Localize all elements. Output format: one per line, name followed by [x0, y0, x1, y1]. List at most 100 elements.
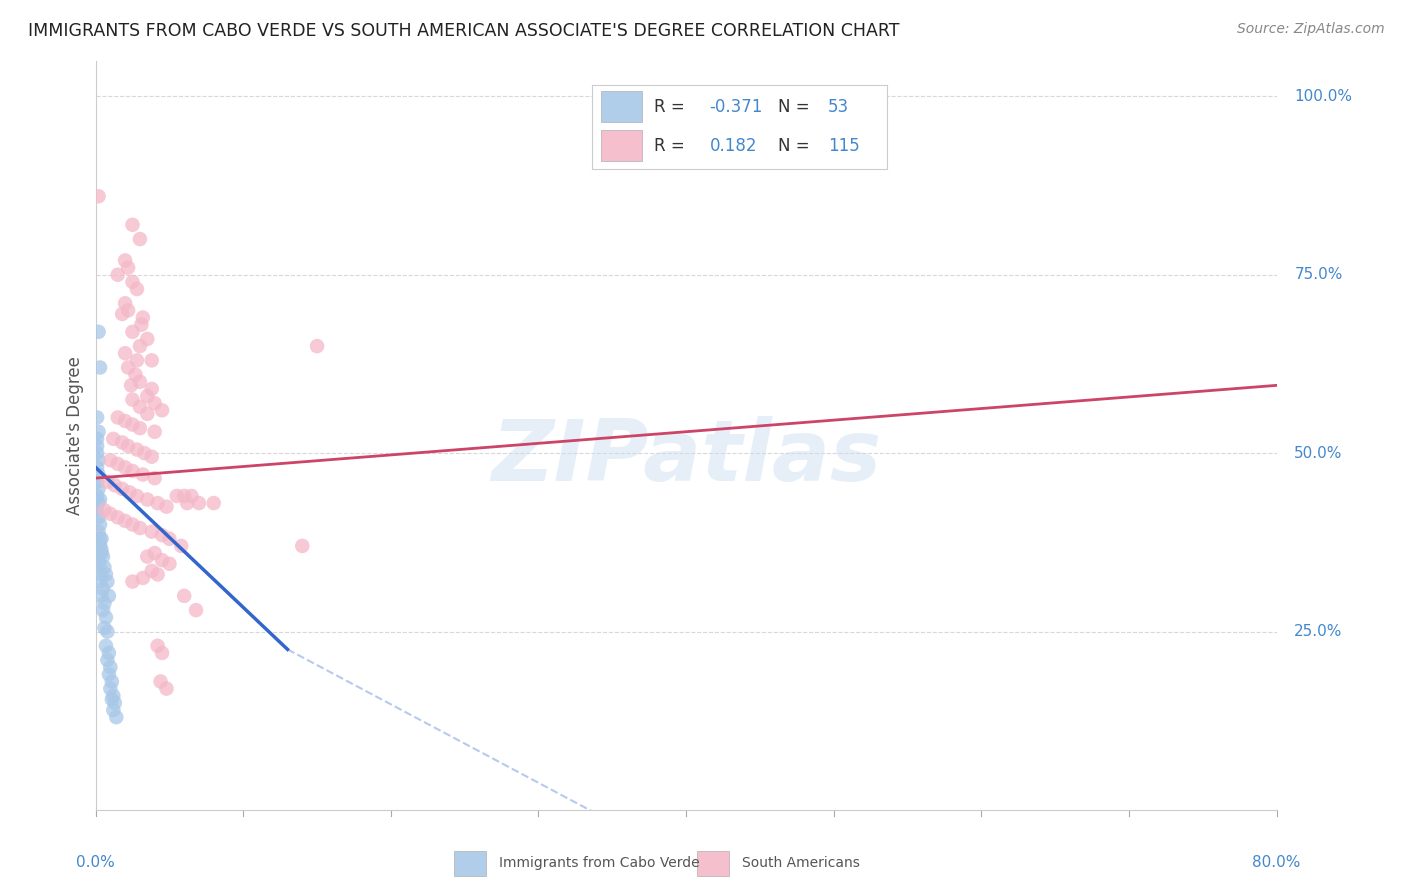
Point — [86, 446, 108, 460]
Point — [176, 496, 198, 510]
Point — [87, 482, 110, 496]
Point — [125, 442, 148, 457]
Point — [155, 500, 177, 514]
Point — [291, 539, 314, 553]
Point — [86, 489, 108, 503]
Text: 80.0%: 80.0% — [1253, 855, 1301, 870]
Point — [141, 450, 163, 464]
Point — [104, 478, 127, 492]
Point — [150, 646, 173, 660]
Point — [132, 571, 155, 585]
Point — [91, 603, 114, 617]
Point — [86, 432, 108, 446]
Point — [103, 689, 125, 703]
Point — [129, 375, 152, 389]
Text: 53: 53 — [828, 97, 849, 116]
Text: ZIPatlas: ZIPatlas — [491, 417, 882, 500]
Point — [129, 421, 152, 435]
Bar — [600, 130, 641, 161]
Bar — [697, 851, 728, 876]
Point — [141, 524, 163, 539]
Point — [93, 560, 115, 574]
Point — [136, 332, 159, 346]
Point — [124, 368, 146, 382]
Point — [87, 325, 110, 339]
Point — [96, 624, 118, 639]
Point — [129, 339, 152, 353]
Point — [87, 467, 110, 482]
Point — [121, 325, 143, 339]
Point — [129, 400, 152, 414]
Point — [117, 439, 139, 453]
Point — [121, 275, 143, 289]
Point — [125, 353, 148, 368]
Point — [143, 425, 166, 439]
Point — [136, 389, 159, 403]
Point — [114, 253, 136, 268]
Point — [86, 475, 108, 489]
Text: 25.0%: 25.0% — [1295, 624, 1343, 639]
Point — [141, 382, 163, 396]
Point — [121, 417, 143, 432]
Point — [170, 539, 193, 553]
Point — [111, 482, 134, 496]
Point — [98, 660, 122, 674]
Point — [89, 560, 111, 574]
Point — [87, 189, 110, 203]
Text: R =: R = — [654, 136, 685, 154]
Text: Immigrants from Cabo Verde: Immigrants from Cabo Verde — [499, 856, 700, 871]
Point — [86, 460, 108, 475]
Point — [87, 496, 110, 510]
Point — [149, 674, 172, 689]
Point — [94, 567, 117, 582]
Text: -0.371: -0.371 — [710, 97, 763, 116]
Point — [93, 596, 115, 610]
Point — [150, 403, 173, 417]
Point — [89, 574, 111, 589]
Point — [114, 414, 136, 428]
Point — [89, 517, 111, 532]
Point — [101, 692, 124, 706]
Point — [90, 567, 112, 582]
Point — [114, 296, 136, 310]
Point — [111, 435, 134, 450]
Point — [159, 532, 180, 546]
Point — [86, 410, 108, 425]
Point — [90, 542, 112, 557]
Point — [184, 603, 207, 617]
Point — [97, 667, 120, 681]
Text: 50.0%: 50.0% — [1295, 446, 1343, 460]
Point — [141, 353, 163, 368]
Point — [173, 489, 195, 503]
Point — [97, 646, 120, 660]
Point — [87, 553, 110, 567]
Point — [98, 453, 122, 467]
Point — [93, 503, 115, 517]
Point — [143, 396, 166, 410]
Text: 115: 115 — [828, 136, 859, 154]
Point — [136, 492, 159, 507]
Point — [202, 496, 225, 510]
Y-axis label: Associate's Degree: Associate's Degree — [66, 356, 84, 515]
Point — [107, 457, 129, 471]
Point — [104, 696, 127, 710]
Point — [125, 282, 148, 296]
Text: IMMIGRANTS FROM CABO VERDE VS SOUTH AMERICAN ASSOCIATE'S DEGREE CORRELATION CHAR: IMMIGRANTS FROM CABO VERDE VS SOUTH AMER… — [28, 22, 900, 40]
Point — [117, 303, 139, 318]
Point — [87, 524, 110, 539]
Point — [93, 621, 115, 635]
Point — [90, 532, 112, 546]
Text: South Americans: South Americans — [742, 856, 860, 871]
Point — [125, 489, 148, 503]
Point — [307, 339, 329, 353]
Point — [89, 492, 111, 507]
Text: 0.0%: 0.0% — [76, 855, 115, 870]
Point — [117, 360, 139, 375]
Point — [94, 610, 117, 624]
Point — [96, 653, 118, 667]
Point — [96, 475, 118, 489]
Point — [121, 218, 143, 232]
Point — [114, 514, 136, 528]
Point — [155, 681, 177, 696]
Point — [134, 446, 156, 460]
